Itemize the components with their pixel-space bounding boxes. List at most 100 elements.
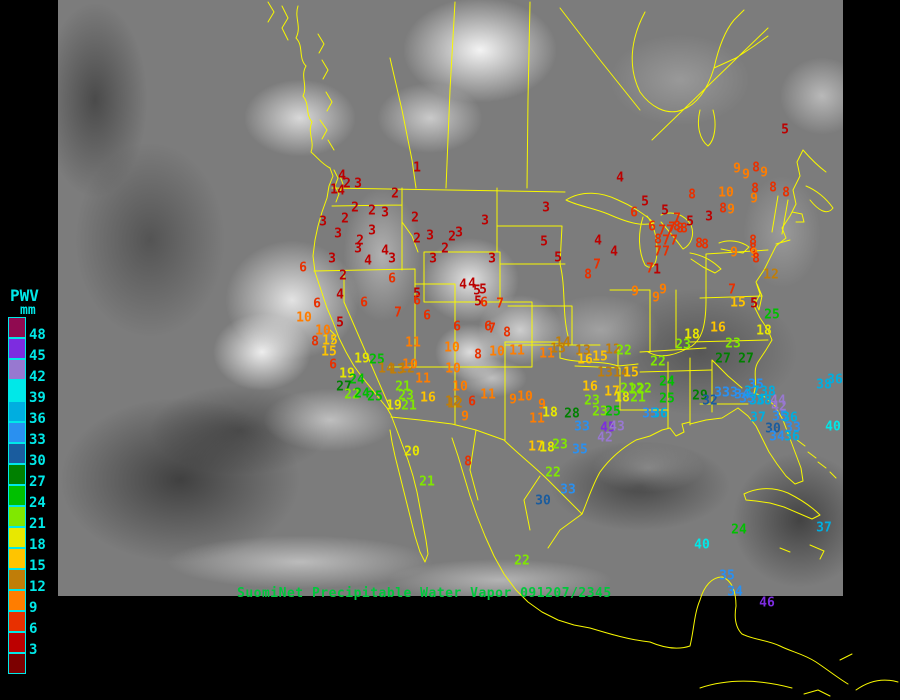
station-value: 5 xyxy=(473,283,481,299)
legend-swatch xyxy=(8,443,26,464)
legend-swatch xyxy=(8,422,26,443)
station-value: 21 xyxy=(395,379,411,395)
station-value: 22 xyxy=(629,382,645,398)
station-value: 11 xyxy=(480,387,496,403)
station-value: 22 xyxy=(514,553,530,569)
station-value: 43 xyxy=(609,419,625,435)
station-value: 4 xyxy=(459,277,467,293)
station-value: 25 xyxy=(764,307,780,323)
legend-value-label: 45 xyxy=(29,348,46,364)
station-value: 7 xyxy=(670,233,678,249)
station-value: 5 xyxy=(336,315,344,331)
station-value: 44 xyxy=(770,393,786,409)
station-value: 8 xyxy=(751,181,759,197)
station-value: 11 xyxy=(539,346,555,362)
station-value: 8 xyxy=(719,201,727,217)
station-value: 21 xyxy=(630,390,646,406)
station-value: 1 xyxy=(330,182,338,198)
station-value: 4 xyxy=(364,253,372,269)
station-value: 12 xyxy=(763,267,779,283)
station-value: 11 xyxy=(529,411,545,427)
station-value: 11 xyxy=(415,371,431,387)
legend-value-label: 24 xyxy=(29,495,46,511)
station-value: 6 xyxy=(329,357,337,373)
station-value: 5 xyxy=(750,296,758,312)
station-value: 46 xyxy=(759,595,775,611)
station-value: 18 xyxy=(756,323,772,339)
station-value: 34 xyxy=(769,429,785,445)
station-value: 14 xyxy=(613,365,629,381)
station-value: 4 xyxy=(338,168,346,184)
station-value: 4 xyxy=(594,233,602,249)
station-value: 8 xyxy=(464,454,472,470)
station-value: 6 xyxy=(480,295,488,311)
station-value: 11 xyxy=(405,335,421,351)
station-value: 3 xyxy=(481,213,489,229)
station-value: 15 xyxy=(730,295,746,311)
station-value: 8 xyxy=(701,237,709,253)
station-value: 38 xyxy=(760,384,776,400)
station-value: 25 xyxy=(605,404,621,420)
station-value: 2 xyxy=(448,229,456,245)
station-value: 8 xyxy=(676,221,684,237)
station-value: 35 xyxy=(748,377,764,393)
legend-swatch xyxy=(8,590,26,611)
legend-value-label: 15 xyxy=(29,558,46,574)
station-value: 4 xyxy=(381,243,389,259)
station-value: 36 xyxy=(827,372,843,388)
station-value: 9 xyxy=(652,290,660,306)
station-value: 15 xyxy=(321,344,337,360)
station-value: 8 xyxy=(769,180,777,196)
station-value: 5 xyxy=(540,234,548,250)
station-value: 24 xyxy=(731,522,747,538)
station-value: 2 xyxy=(351,200,359,216)
station-value: 33 xyxy=(722,385,738,401)
station-value: 42 xyxy=(597,430,613,446)
station-value: 7 xyxy=(593,257,601,273)
station-value: 10 xyxy=(315,323,331,339)
station-value: 29 xyxy=(692,388,708,404)
station-value: 7 xyxy=(668,220,676,236)
station-value: 8 xyxy=(749,233,757,249)
legend-unit: mm xyxy=(20,303,36,318)
legend-value-label: 36 xyxy=(29,411,46,427)
station-value: 9 xyxy=(742,167,750,183)
station-value: 6 xyxy=(423,308,431,324)
station-value: 23 xyxy=(592,404,608,420)
station-value: 6 xyxy=(360,295,368,311)
station-value: 8 xyxy=(474,347,482,363)
station-value: 9 xyxy=(730,245,738,261)
station-value: 7 xyxy=(394,305,402,321)
station-value: 18 xyxy=(684,327,700,343)
station-value: 6 xyxy=(299,260,307,276)
station-value: 10 xyxy=(445,361,461,377)
legend-title: PWV xyxy=(10,286,39,305)
station-value: 38 xyxy=(756,393,772,409)
station-value: 15 xyxy=(623,365,639,381)
station-value: 2 xyxy=(368,203,376,219)
station-value: 10 xyxy=(444,340,460,356)
station-value: 21 xyxy=(401,398,417,414)
station-value: 28 xyxy=(564,406,580,422)
station-value: 4 xyxy=(468,276,476,292)
station-value: 15 xyxy=(592,349,608,365)
station-value: 27 xyxy=(715,351,731,367)
station-value: 17 xyxy=(528,439,544,455)
station-value: 27 xyxy=(336,379,352,395)
station-value: 10 xyxy=(452,379,468,395)
station-value: 9 xyxy=(760,165,768,181)
station-value: 10 xyxy=(489,344,505,360)
station-value: 18 xyxy=(539,440,555,456)
station-value: 25 xyxy=(367,389,383,405)
station-value: 37 xyxy=(816,520,832,536)
station-value: 9 xyxy=(727,202,735,218)
station-value: 7 xyxy=(496,296,504,312)
legend-value-label: 27 xyxy=(29,474,46,490)
station-value: 7 xyxy=(646,261,654,277)
legend-swatch xyxy=(8,548,26,569)
station-value: 34 xyxy=(734,387,750,403)
legend-value-label: 6 xyxy=(29,621,38,637)
station-value: 38 xyxy=(816,377,832,393)
station-value: 21 xyxy=(419,474,435,490)
